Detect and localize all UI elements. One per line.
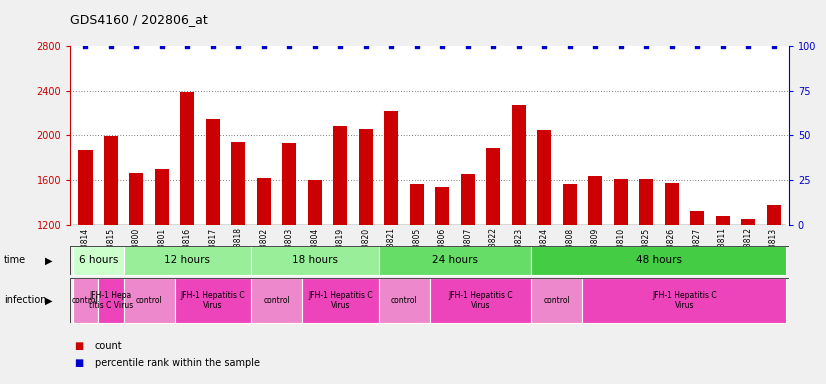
Bar	[715, 216, 729, 359]
Text: JFH-1 Hepatitis C
Virus: JFH-1 Hepatitis C Virus	[181, 291, 245, 310]
Point	[461, 43, 474, 49]
Point	[742, 43, 755, 49]
Bar	[588, 175, 602, 359]
Text: JFH-1 Hepatitis C
Virus: JFH-1 Hepatitis C Virus	[308, 291, 373, 310]
Bar	[511, 105, 525, 359]
Bar	[378, 278, 430, 323]
Bar	[180, 92, 194, 359]
Text: control: control	[391, 296, 417, 305]
Point	[79, 43, 93, 49]
Bar	[251, 278, 302, 323]
Text: ■: ■	[74, 358, 83, 368]
Bar	[461, 174, 475, 359]
Point	[385, 43, 398, 49]
Bar	[282, 143, 297, 359]
Text: 12 hours: 12 hours	[164, 255, 211, 265]
Bar	[308, 180, 322, 359]
Bar	[231, 142, 245, 359]
Point	[589, 43, 602, 49]
Bar	[98, 278, 124, 323]
Bar	[174, 278, 251, 323]
Bar	[124, 278, 174, 323]
Bar	[206, 119, 220, 359]
Point	[767, 43, 780, 49]
Point	[538, 43, 551, 49]
Bar	[124, 246, 251, 275]
Point	[639, 43, 653, 49]
Point	[512, 43, 525, 49]
Point	[487, 43, 500, 49]
Bar	[73, 246, 124, 275]
Text: ■: ■	[74, 341, 83, 351]
Text: JFH-1 Hepatitis C
Virus: JFH-1 Hepatitis C Virus	[449, 291, 513, 310]
Point	[563, 43, 577, 49]
Point	[155, 43, 169, 49]
Bar	[104, 136, 118, 359]
Point	[104, 43, 117, 49]
Text: ▶: ▶	[45, 295, 53, 305]
Point	[435, 43, 449, 49]
Bar	[78, 150, 93, 359]
Bar	[741, 219, 755, 359]
Bar	[334, 126, 348, 359]
Point	[257, 43, 270, 49]
Point	[130, 43, 143, 49]
Point	[359, 43, 373, 49]
Bar	[537, 130, 551, 359]
Bar	[563, 184, 577, 359]
Bar	[430, 278, 531, 323]
Point	[691, 43, 704, 49]
Point	[614, 43, 627, 49]
Point	[308, 43, 321, 49]
Bar	[487, 147, 501, 359]
Bar	[73, 278, 98, 323]
Bar	[378, 246, 531, 275]
Point	[232, 43, 245, 49]
Text: JFH-1 Hepa
titis C Virus: JFH-1 Hepa titis C Virus	[89, 291, 133, 310]
Bar	[582, 278, 786, 323]
Text: control: control	[135, 296, 163, 305]
Bar	[384, 111, 398, 359]
Text: infection: infection	[4, 295, 46, 305]
Text: count: count	[95, 341, 122, 351]
Bar	[639, 179, 653, 359]
Bar	[257, 178, 271, 359]
Text: 6 hours: 6 hours	[78, 255, 118, 265]
Bar	[690, 211, 704, 359]
Point	[665, 43, 678, 49]
Point	[206, 43, 220, 49]
Text: time: time	[4, 255, 26, 265]
Bar	[251, 246, 378, 275]
Bar	[155, 169, 169, 359]
Text: JFH-1 Hepatitis C
Virus: JFH-1 Hepatitis C Virus	[652, 291, 717, 310]
Bar	[302, 278, 378, 323]
Text: control: control	[263, 296, 290, 305]
Bar	[130, 173, 144, 359]
Bar	[665, 183, 679, 359]
Text: GDS4160 / 202806_at: GDS4160 / 202806_at	[70, 13, 208, 26]
Bar	[531, 278, 582, 323]
Text: 24 hours: 24 hours	[432, 255, 478, 265]
Point	[716, 43, 729, 49]
Bar	[767, 205, 781, 359]
Bar	[358, 129, 373, 359]
Bar	[410, 184, 424, 359]
Bar	[614, 179, 628, 359]
Text: ▶: ▶	[45, 255, 53, 265]
Text: 48 hours: 48 hours	[636, 255, 682, 265]
Point	[334, 43, 347, 49]
Point	[411, 43, 424, 49]
Text: control: control	[72, 296, 99, 305]
Point	[282, 43, 296, 49]
Bar	[435, 187, 449, 359]
Bar	[531, 246, 786, 275]
Text: percentile rank within the sample: percentile rank within the sample	[95, 358, 260, 368]
Text: 18 hours: 18 hours	[292, 255, 338, 265]
Point	[181, 43, 194, 49]
Text: control: control	[544, 296, 570, 305]
